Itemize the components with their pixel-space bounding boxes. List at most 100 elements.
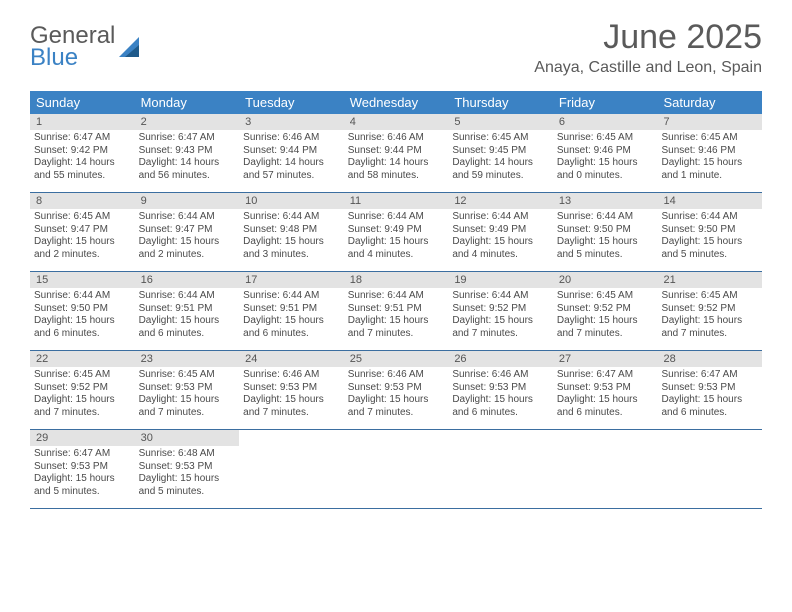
day-number: 5 <box>448 114 553 130</box>
day-cell: 20 Sunrise: 6:45 AMSunset: 9:52 PMDayligh… <box>553 272 658 350</box>
day-number: 17 <box>239 272 344 288</box>
weekday-header: Wednesday <box>344 91 449 114</box>
page-header: General Blue June 2025 Anaya, Castille a… <box>0 0 792 83</box>
weekday-header: Friday <box>553 91 658 114</box>
day-number: 20 <box>553 272 658 288</box>
day-body: Sunrise: 6:45 AMSunset: 9:46 PMDaylight:… <box>553 132 658 182</box>
day-body: Sunrise: 6:47 AMSunset: 9:53 PMDaylight:… <box>657 369 762 419</box>
day-body: Sunrise: 6:46 AMSunset: 9:44 PMDaylight:… <box>239 132 344 182</box>
sunrise-text: Sunrise: 6:45 AM <box>557 132 654 145</box>
sunset-text: Sunset: 9:48 PM <box>243 224 340 237</box>
day-body: Sunrise: 6:44 AMSunset: 9:47 PMDaylight:… <box>135 211 240 261</box>
day-number: 7 <box>657 114 762 130</box>
day-number: 26 <box>448 351 553 367</box>
sunset-text: Sunset: 9:46 PM <box>661 145 758 158</box>
day-number: 4 <box>344 114 449 130</box>
sunset-text: Sunset: 9:50 PM <box>661 224 758 237</box>
day-body: Sunrise: 6:45 AMSunset: 9:52 PMDaylight:… <box>657 290 762 340</box>
day-body: Sunrise: 6:44 AMSunset: 9:51 PMDaylight:… <box>135 290 240 340</box>
sunset-text: Sunset: 9:52 PM <box>34 382 131 395</box>
daylight-text: Daylight: 14 hours and 57 minutes. <box>243 157 340 182</box>
sunset-text: Sunset: 9:53 PM <box>348 382 445 395</box>
day-number: 11 <box>344 193 449 209</box>
day-body: Sunrise: 6:45 AMSunset: 9:45 PMDaylight:… <box>448 132 553 182</box>
day-number: 3 <box>239 114 344 130</box>
sunrise-text: Sunrise: 6:44 AM <box>452 211 549 224</box>
sunrise-text: Sunrise: 6:45 AM <box>34 211 131 224</box>
day-body: Sunrise: 6:47 AMSunset: 9:42 PMDaylight:… <box>30 132 135 182</box>
sunrise-text: Sunrise: 6:44 AM <box>243 290 340 303</box>
sunset-text: Sunset: 9:45 PM <box>452 145 549 158</box>
day-cell: 19Sunrise: 6:44 AMSunset: 9:52 PMDayligh… <box>448 272 553 350</box>
week-row: 1 Sunrise: 6:47 AMSunset: 9:42 PMDaylight… <box>30 114 762 193</box>
day-cell: 9 Sunrise: 6:44 AMSunset: 9:47 PMDaylight… <box>135 193 240 271</box>
daylight-text: Daylight: 15 hours and 2 minutes. <box>139 236 236 261</box>
sunrise-text: Sunrise: 6:44 AM <box>348 211 445 224</box>
day-number: 27 <box>553 351 658 367</box>
day-cell: 22Sunrise: 6:45 AMSunset: 9:52 PMDayligh… <box>30 351 135 429</box>
day-body: Sunrise: 6:44 AMSunset: 9:51 PMDaylight:… <box>239 290 344 340</box>
sunset-text: Sunset: 9:52 PM <box>557 303 654 316</box>
day-number: 28 <box>657 351 762 367</box>
daylight-text: Daylight: 15 hours and 7 minutes. <box>348 315 445 340</box>
sunrise-text: Sunrise: 6:45 AM <box>139 369 236 382</box>
day-cell: 23Sunrise: 6:45 AMSunset: 9:53 PMDayligh… <box>135 351 240 429</box>
daylight-text: Daylight: 15 hours and 3 minutes. <box>243 236 340 261</box>
day-number: 1 <box>30 114 135 130</box>
day-number: 22 <box>30 351 135 367</box>
day-number: 29 <box>30 430 135 446</box>
weekday-header: Thursday <box>448 91 553 114</box>
day-cell: 17 Sunrise: 6:44 AMSunset: 9:51 PMDayligh… <box>239 272 344 350</box>
sunset-text: Sunset: 9:52 PM <box>452 303 549 316</box>
day-number: 9 <box>135 193 240 209</box>
location-text: Anaya, Castille and Leon, Spain <box>534 59 762 77</box>
sunrise-text: Sunrise: 6:47 AM <box>557 369 654 382</box>
day-cell: 28 Sunrise: 6:47 AMSunset: 9:53 PMDayligh… <box>657 351 762 429</box>
sunset-text: Sunset: 9:53 PM <box>557 382 654 395</box>
week-row: 15Sunrise: 6:44 AMSunset: 9:50 PMDayligh… <box>30 272 762 351</box>
day-number: 2 <box>135 114 240 130</box>
weekday-header: Sunday <box>30 91 135 114</box>
day-cell: 6Sunrise: 6:45 AMSunset: 9:46 PMDaylight… <box>553 114 658 192</box>
sunset-text: Sunset: 9:51 PM <box>139 303 236 316</box>
day-cell: 7Sunrise: 6:45 AMSunset: 9:46 PMDaylight… <box>657 114 762 192</box>
brand-line2: Blue <box>30 46 115 70</box>
day-body: Sunrise: 6:47 AMSunset: 9:53 PMDaylight:… <box>30 448 135 498</box>
sunset-text: Sunset: 9:53 PM <box>139 461 236 474</box>
day-cell: 11Sunrise: 6:44 AMSunset: 9:49 PMDayligh… <box>344 193 449 271</box>
sunrise-text: Sunrise: 6:47 AM <box>34 448 131 461</box>
day-cell: 12Sunrise: 6:44 AMSunset: 9:49 PMDayligh… <box>448 193 553 271</box>
sunrise-text: Sunrise: 6:47 AM <box>661 369 758 382</box>
sail-icon <box>117 35 145 61</box>
daylight-text: Daylight: 14 hours and 58 minutes. <box>348 157 445 182</box>
day-body: Sunrise: 6:47 AMSunset: 9:43 PMDaylight:… <box>135 132 240 182</box>
day-body: Sunrise: 6:44 AMSunset: 9:50 PMDaylight:… <box>553 211 658 261</box>
day-body: Sunrise: 6:44 AMSunset: 9:50 PMDaylight:… <box>657 211 762 261</box>
day-body: Sunrise: 6:45 AMSunset: 9:52 PMDaylight:… <box>553 290 658 340</box>
day-cell: 29 Sunrise: 6:47 AMSunset: 9:53 PMDayligh… <box>30 430 135 508</box>
day-number: 18 <box>344 272 449 288</box>
day-cell: 24Sunrise: 6:46 AMSunset: 9:53 PMDayligh… <box>239 351 344 429</box>
day-number: 12 <box>448 193 553 209</box>
sunset-text: Sunset: 9:52 PM <box>661 303 758 316</box>
day-body: Sunrise: 6:48 AMSunset: 9:53 PMDaylight:… <box>135 448 240 498</box>
day-cell: 30Sunrise: 6:48 AMSunset: 9:53 PMDayligh… <box>135 430 240 508</box>
day-number: 16 <box>135 272 240 288</box>
sunset-text: Sunset: 9:42 PM <box>34 145 131 158</box>
weekday-header-row: Sunday Monday Tuesday Wednesday Thursday… <box>30 91 762 114</box>
day-number: 19 <box>448 272 553 288</box>
day-body: Sunrise: 6:46 AMSunset: 9:44 PMDaylight:… <box>344 132 449 182</box>
daylight-text: Daylight: 15 hours and 6 minutes. <box>34 315 131 340</box>
daylight-text: Daylight: 15 hours and 7 minutes. <box>348 394 445 419</box>
sunset-text: Sunset: 9:44 PM <box>348 145 445 158</box>
daylight-text: Daylight: 15 hours and 5 minutes. <box>557 236 654 261</box>
daylight-text: Daylight: 15 hours and 7 minutes. <box>557 315 654 340</box>
day-cell: 25Sunrise: 6:46 AMSunset: 9:53 PMDayligh… <box>344 351 449 429</box>
day-cell <box>448 430 553 508</box>
day-number: 14 <box>657 193 762 209</box>
sunset-text: Sunset: 9:53 PM <box>34 461 131 474</box>
weekday-header: Tuesday <box>239 91 344 114</box>
week-row: 29 Sunrise: 6:47 AMSunset: 9:53 PMDayligh… <box>30 430 762 509</box>
sunset-text: Sunset: 9:47 PM <box>34 224 131 237</box>
sunrise-text: Sunrise: 6:46 AM <box>452 369 549 382</box>
